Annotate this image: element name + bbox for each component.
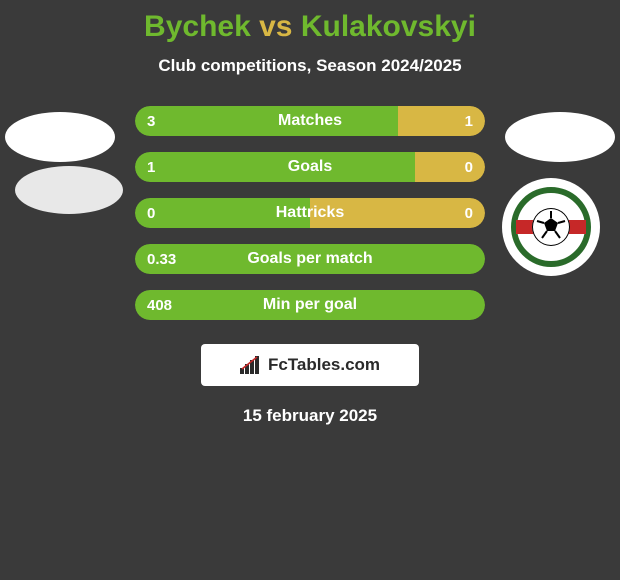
stat-bar: 408Min per goal	[135, 290, 485, 320]
player1-name: Bychek	[144, 10, 251, 43]
player2-name: Kulakovskyi	[301, 10, 476, 43]
stat-bar: 10Goals	[135, 152, 485, 182]
stat-bars: 31Matches 10Goals 00Hattricks 0.33Goals per…	[135, 106, 485, 320]
stat-bar: 0.33Goals per match	[135, 244, 485, 274]
player1-avatar-placeholder	[5, 112, 115, 162]
generated-date: 15 february 2025	[0, 406, 620, 426]
subtitle: Club competitions, Season 2024/2025	[0, 56, 620, 76]
player2-club-badge	[502, 178, 600, 276]
comparison-title: Bychek vs Kulakovskyi	[0, 10, 620, 44]
vs-text: vs	[259, 10, 292, 43]
player1-club-placeholder	[15, 166, 123, 214]
brand-box: FcTables.com	[201, 344, 419, 386]
brand-text: FcTables.com	[268, 355, 380, 375]
stat-label: Hattricks	[135, 204, 485, 222]
stat-label: Matches	[135, 112, 485, 130]
stat-bar: 31Matches	[135, 106, 485, 136]
infographic-container: Bychek vs Kulakovskyi Club competitions,…	[0, 0, 620, 426]
club-badge-graphic	[511, 187, 591, 267]
stat-label: Goals	[135, 158, 485, 176]
stat-bar: 00Hattricks	[135, 198, 485, 228]
soccer-ball-icon	[532, 208, 570, 246]
player2-avatar-placeholder	[505, 112, 615, 162]
stat-label: Min per goal	[135, 296, 485, 314]
brand-chart-icon	[240, 356, 262, 374]
stat-label: Goals per match	[135, 250, 485, 268]
